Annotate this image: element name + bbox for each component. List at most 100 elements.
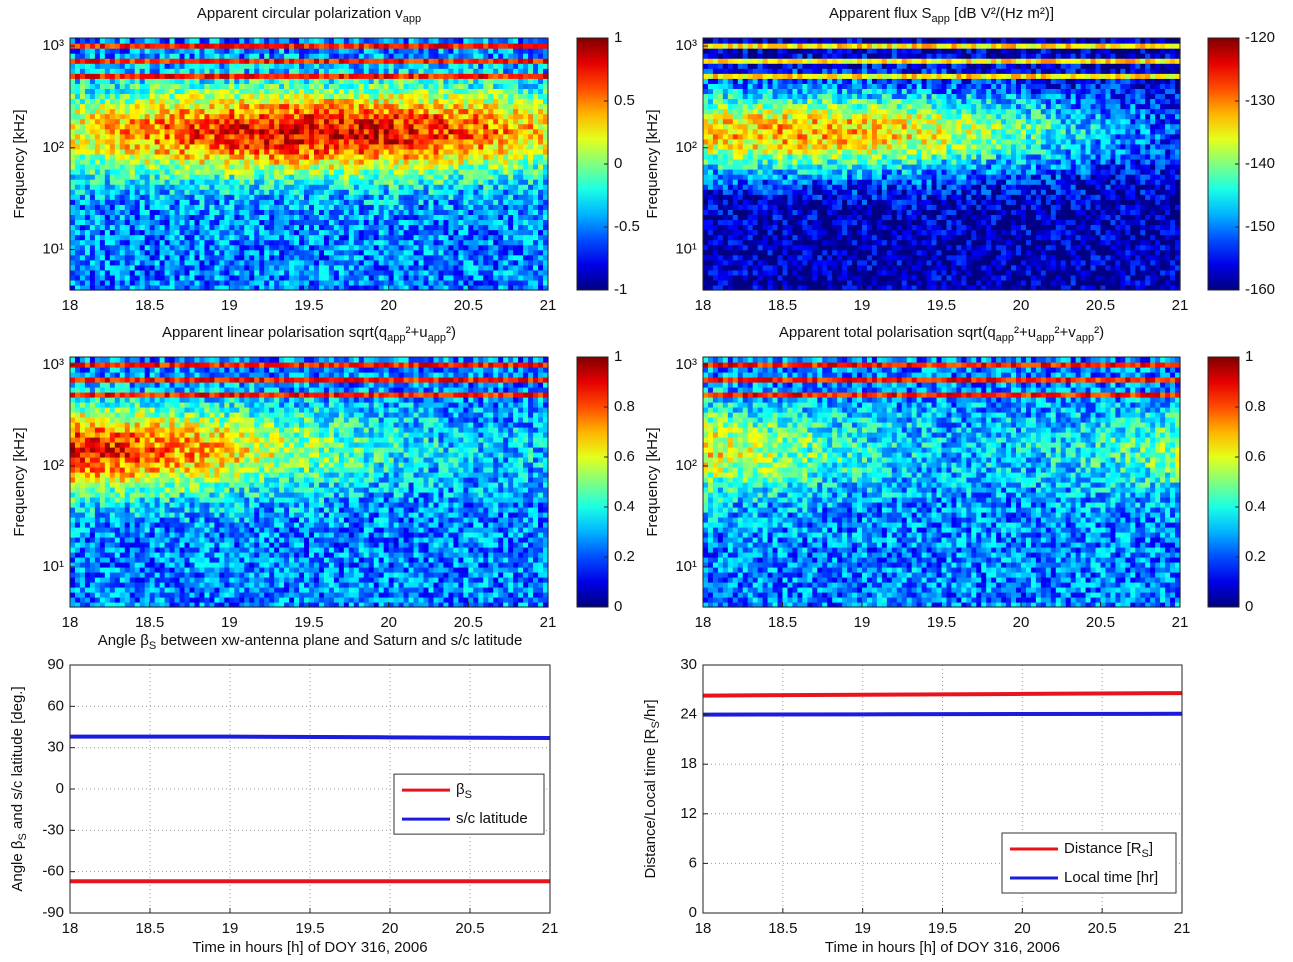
spectrogram-cell (169, 219, 176, 226)
spectrogram-cell (274, 274, 280, 281)
spectrogram-cell (284, 158, 290, 165)
spectrogram-cell (508, 264, 514, 271)
spectrogram-cell (244, 169, 250, 175)
spectrogram-cell (229, 164, 235, 170)
spectrogram-cell (473, 143, 479, 150)
spectrogram-cell (239, 73, 245, 79)
spectrogram-cell (333, 194, 340, 200)
spectrogram-cell (224, 259, 230, 266)
spectrogram-cell (483, 133, 489, 140)
spectrogram-cell (348, 48, 355, 54)
spectrogram-cell (274, 88, 280, 95)
spectrogram-cell (194, 264, 201, 271)
spectrogram-cell (104, 174, 111, 180)
spectrogram-cell (338, 254, 345, 261)
spectrogram-cell (189, 128, 196, 135)
spectrogram-cell (538, 143, 544, 150)
spectrogram-cell (244, 108, 250, 115)
spectrogram-cell (463, 123, 469, 130)
spectrogram-cell (119, 63, 126, 69)
spectrogram-cell (289, 189, 295, 195)
spectrogram-cell (89, 204, 96, 210)
spectrogram-cell (204, 234, 211, 241)
spectrogram-cell (413, 184, 420, 190)
spectrogram-cell (493, 279, 499, 286)
spectrogram-cell (328, 88, 335, 95)
spectrogram-cell (328, 179, 335, 185)
spectrogram-cell (99, 244, 106, 251)
spectrogram-cell (274, 179, 280, 185)
spectrogram-cell (304, 73, 310, 79)
spectrogram-cell (418, 249, 425, 256)
spectrogram-cell (134, 249, 141, 256)
spectrogram-cell (179, 143, 186, 150)
spectrogram-cell (343, 214, 350, 221)
spectrogram-cell (348, 244, 355, 251)
spectrogram-cell (299, 83, 305, 89)
spectrogram-cell (383, 153, 390, 160)
spectrogram-cell (74, 264, 81, 271)
spectrogram-cell (543, 143, 549, 150)
spectrogram-cell (707, 214, 714, 221)
spectrogram-cell (109, 63, 116, 69)
spectrogram-cell (408, 189, 415, 195)
spectrogram-cell (363, 133, 370, 140)
spectrogram-cell (179, 274, 186, 281)
spectrogram-cell (398, 284, 405, 291)
spectrogram-cell (169, 179, 176, 185)
spectrogram-cell (214, 38, 220, 44)
spectrogram-cell (403, 113, 410, 120)
spectrogram-cell (99, 194, 106, 200)
spectrogram-cell (513, 269, 519, 276)
spectrogram-cell (533, 48, 539, 54)
spectrogram-cell (204, 48, 211, 54)
spectrogram-cell (433, 174, 440, 180)
spectrogram-cell (318, 73, 325, 79)
spectrogram-cell (134, 158, 141, 165)
spectrogram-cell (114, 93, 121, 100)
spectrogram-cell (74, 199, 81, 205)
spectrogram-cell (89, 133, 96, 140)
spectrogram-cell (164, 153, 171, 160)
spectrogram-cell (712, 153, 719, 160)
spectrogram-cell (224, 284, 230, 291)
spectrogram-cell (398, 204, 405, 210)
spectrogram-cell (533, 204, 539, 210)
spectrogram-cell (518, 274, 524, 281)
spectrogram-cell (194, 153, 201, 160)
spectrogram-cell (84, 143, 91, 150)
spectrogram-cell (124, 284, 131, 291)
spectrogram-cell (224, 174, 230, 180)
spectrogram-cell (488, 128, 494, 135)
spectrogram-cell (174, 214, 181, 221)
spectrogram-cell (84, 199, 91, 205)
spectrogram-cell (194, 234, 201, 241)
spectrogram-cell (453, 158, 459, 165)
spectrogram-cell (74, 224, 81, 231)
spectrogram-cell (458, 73, 464, 79)
spectrogram-cell (483, 264, 489, 271)
spectrogram-cell (438, 164, 445, 170)
spectrogram-cell (328, 143, 335, 150)
spectrogram-cell (543, 284, 549, 291)
spectrogram-cell (473, 184, 479, 190)
spectrogram-cell (109, 224, 116, 231)
spectrogram-cell (333, 78, 340, 84)
spectrogram-cell (338, 269, 345, 276)
spectrogram-cell (423, 128, 430, 135)
spectrogram-cell (493, 38, 499, 44)
spectrogram-cell (518, 264, 524, 271)
spectrogram-cell (398, 219, 405, 226)
spectrogram-cell (79, 239, 86, 246)
spectrogram-cell (164, 174, 171, 180)
spectrogram-cell (348, 194, 355, 200)
spectrogram-cell (478, 194, 484, 200)
spectrogram-cell (528, 143, 534, 150)
spectrogram-cell (433, 269, 440, 276)
spectrogram-cell (119, 199, 126, 205)
spectrogram-cell (194, 78, 201, 84)
spectrogram-cell (89, 93, 96, 100)
spectrogram-cell (388, 279, 395, 286)
spectrogram-cell (383, 184, 390, 190)
spectrogram-cell (363, 98, 370, 105)
